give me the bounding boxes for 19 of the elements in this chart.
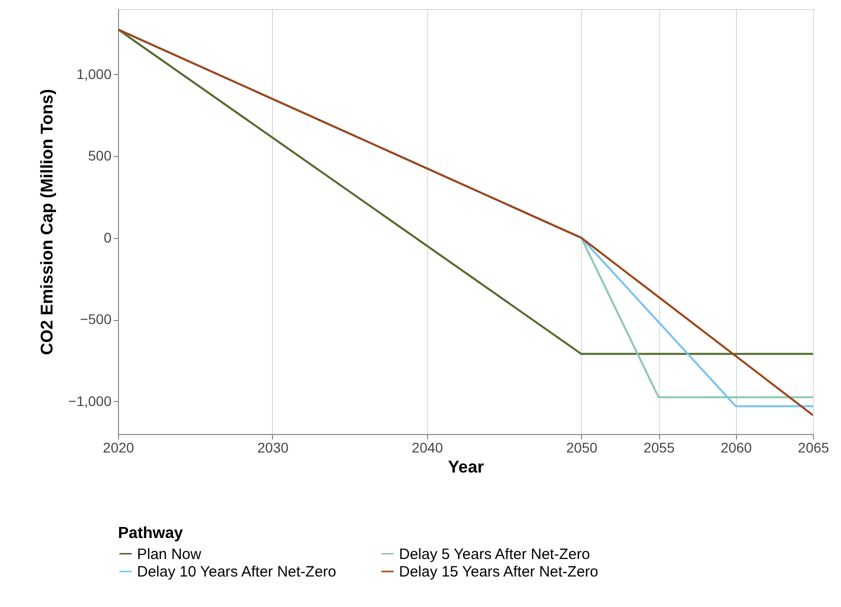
y-axis-title: CO2 Emission Cap (Million Tons) (37, 88, 56, 356)
y-tick-label: −1,000 (68, 392, 112, 409)
x-tick-label: 2030 (257, 440, 289, 456)
y-tick-label: 1,000 (76, 66, 112, 82)
x-tick-label: 2060 (720, 440, 752, 456)
y-tick-label: −500 (80, 311, 112, 328)
y-tick-label: 0 (104, 229, 112, 246)
legend-title: Pathway (118, 525, 184, 542)
x-tick-label: 2020 (102, 440, 134, 456)
x-tick-label: 2040 (412, 440, 444, 456)
x-axis-title: Year (448, 458, 484, 476)
x-tick-label: 2065 (798, 440, 830, 456)
x-tick-label: 2050 (566, 440, 598, 456)
legend-label: Delay 10 Years After Net-Zero (137, 564, 336, 580)
legend-label: Delay 5 Years After Net-Zero (399, 546, 590, 563)
x-tick-label: 2055 (643, 440, 675, 456)
legend-label: Plan Now (137, 546, 202, 563)
y-tick-label: 500 (88, 148, 112, 164)
legend-label: Delay 15 Years After Net-Zero (399, 564, 598, 580)
